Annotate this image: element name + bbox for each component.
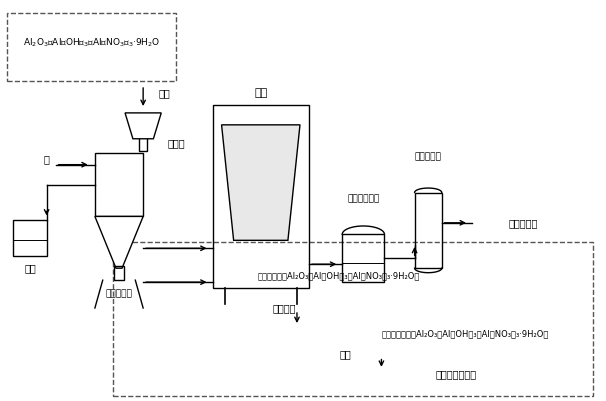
Text: 水: 水 — [44, 154, 50, 164]
Text: 去压缩单元: 去压缩单元 — [508, 218, 538, 228]
Text: 二氧化碳吸收剂: 二氧化碳吸收剂 — [436, 369, 477, 379]
Bar — [342, 234, 384, 282]
Polygon shape — [125, 113, 161, 139]
Bar — [114, 266, 124, 280]
Bar — [13, 221, 47, 256]
Bar — [415, 192, 442, 268]
Bar — [95, 153, 143, 217]
Text: 电石: 电石 — [158, 88, 170, 98]
Text: 气柜: 气柜 — [254, 88, 267, 98]
Text: 水封: 水封 — [24, 263, 36, 273]
Bar — [213, 105, 309, 288]
Text: 进料器: 进料器 — [167, 138, 185, 148]
Text: Al$_2$O$_3$或Al（OH）$_3$或Al（NO$_3$）$_3$·9H$_2$O: Al$_2$O$_3$或Al（OH）$_3$或Al（NO$_3$）$_3$·9H… — [24, 37, 161, 49]
Bar — [139, 135, 147, 151]
Bar — [113, 242, 593, 396]
Polygon shape — [222, 125, 300, 240]
Text: 脱水干燥: 脱水干燥 — [273, 303, 296, 313]
Text: 固态电石渣（含Al₂O₃或Al（OH）₃或Al（NO₃）₃·9H₂O）: 固态电石渣（含Al₂O₃或Al（OH）₃或Al（NO₃）₃·9H₂O） — [381, 329, 549, 338]
Text: 气体净化单元: 气体净化单元 — [347, 194, 379, 203]
Polygon shape — [95, 217, 143, 268]
Text: 乙炙发生器: 乙炙发生器 — [105, 290, 133, 299]
Text: 水汽分离器: 水汽分离器 — [415, 152, 442, 161]
Text: 锻烧: 锻烧 — [339, 349, 351, 359]
Bar — [7, 13, 176, 81]
Text: 电石渣浆（含Al₂O₃或Al（OH）₃或Al（NO₃）₃·9H₂O）: 电石渣浆（含Al₂O₃或Al（OH）₃或Al（NO₃）₃·9H₂O） — [258, 271, 421, 281]
